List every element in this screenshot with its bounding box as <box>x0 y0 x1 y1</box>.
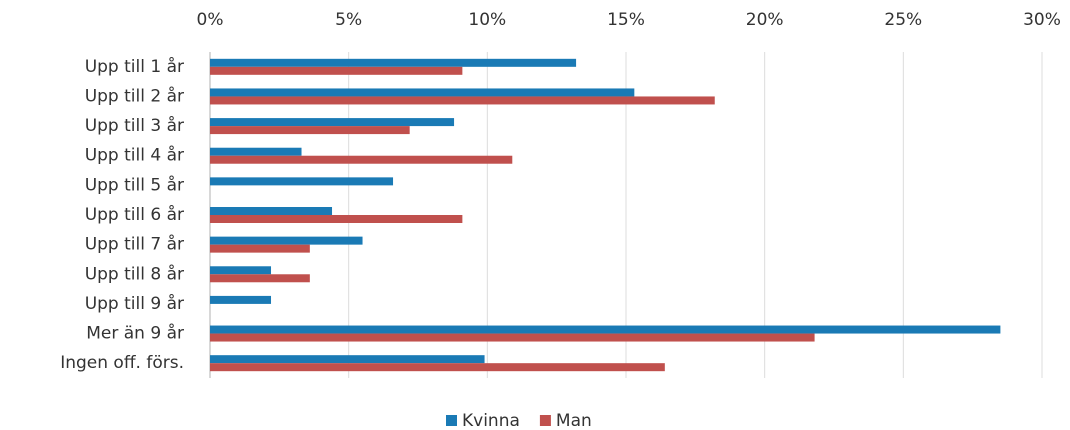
x-tick-label: 15% <box>607 10 645 30</box>
y-tick-label: Ingen off. förs. <box>60 353 184 373</box>
y-tick-label: Upp till 2 år <box>85 85 184 106</box>
bar <box>210 96 715 105</box>
y-tick-label: Mer än 9 år <box>86 323 184 344</box>
bar <box>210 274 310 283</box>
bar <box>210 355 485 364</box>
bar <box>210 333 815 342</box>
bar <box>210 266 272 275</box>
x-tick-label: 0% <box>197 10 224 30</box>
y-tick-label: Upp till 3 år <box>85 115 184 136</box>
bar <box>210 215 463 223</box>
y-tick-label: Upp till 7 år <box>85 234 184 255</box>
x-tick-label: 5% <box>335 10 362 30</box>
x-tick-label: 20% <box>746 10 784 30</box>
bar <box>210 244 310 253</box>
bar <box>210 207 333 215</box>
legend-swatch <box>539 415 551 426</box>
bar <box>210 295 272 304</box>
bar <box>210 325 1001 334</box>
x-tick-label: 10% <box>468 10 506 30</box>
y-tick-label: Upp till 6 år <box>85 204 184 225</box>
bar <box>210 126 410 135</box>
legend-label: Man <box>556 411 592 430</box>
bar <box>210 88 635 97</box>
y-tick-label: Upp till 5 år <box>85 174 184 195</box>
y-tick-label: Upp till 4 år <box>85 145 184 166</box>
bar <box>210 236 363 245</box>
bar <box>210 147 302 156</box>
y-tick-label: Upp till 9 år <box>85 293 184 314</box>
bar <box>210 58 577 67</box>
legend-swatch <box>446 415 457 426</box>
bar <box>210 177 394 186</box>
bar <box>210 155 513 164</box>
bar <box>210 66 463 75</box>
legend-label: Kvinna <box>462 411 520 430</box>
x-tick-label: 25% <box>884 10 922 30</box>
y-tick-label: Upp till 8 år <box>85 263 184 284</box>
y-tick-label: Upp till 1 år <box>85 56 184 77</box>
bar <box>210 363 665 372</box>
bar <box>210 118 455 127</box>
x-tick-label: 30% <box>1023 10 1061 30</box>
